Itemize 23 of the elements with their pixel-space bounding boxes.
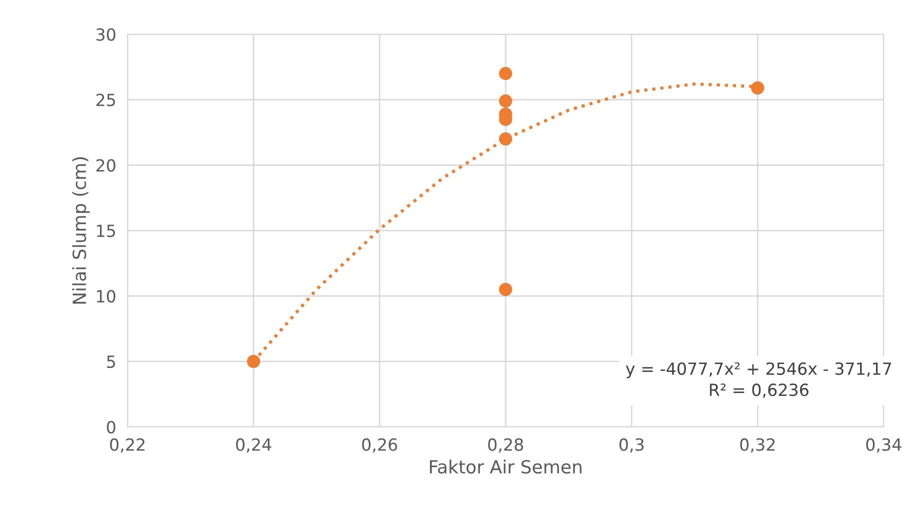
y-tick-label: 20 bbox=[96, 159, 116, 172]
y-tick-label: 15 bbox=[97, 224, 115, 238]
x-tick-label: 0,34 bbox=[866, 438, 902, 453]
x-tick-label: 0,26 bbox=[362, 438, 398, 453]
x-axis-title: Faktor Air Semen bbox=[430, 460, 582, 474]
point bbox=[499, 66, 512, 80]
x-tick-label: 0,24 bbox=[236, 438, 272, 453]
x-tick-label: 0,32 bbox=[740, 438, 775, 453]
point bbox=[499, 94, 512, 108]
point bbox=[499, 132, 512, 146]
y-tick-label: 0 bbox=[106, 420, 116, 434]
x-tick-label: 0,3 bbox=[619, 438, 644, 453]
annotation: y = -4077,7x² + 2546x - 371,17 R² = 0,6236 bbox=[626, 362, 892, 398]
x-tick-label: 0,22 bbox=[110, 438, 144, 453]
y-tick-label: 25 bbox=[96, 94, 115, 106]
y-axis-title: Nilai Slump (cm) bbox=[72, 157, 90, 304]
y-tick-label: 30 bbox=[96, 28, 116, 41]
x-tick-label: 0,28 bbox=[488, 438, 524, 453]
y-tick-label: 5 bbox=[107, 356, 115, 368]
point bbox=[751, 81, 764, 94]
point bbox=[246, 354, 260, 368]
y-tick-label: 10 bbox=[97, 290, 116, 303]
point bbox=[499, 282, 512, 296]
